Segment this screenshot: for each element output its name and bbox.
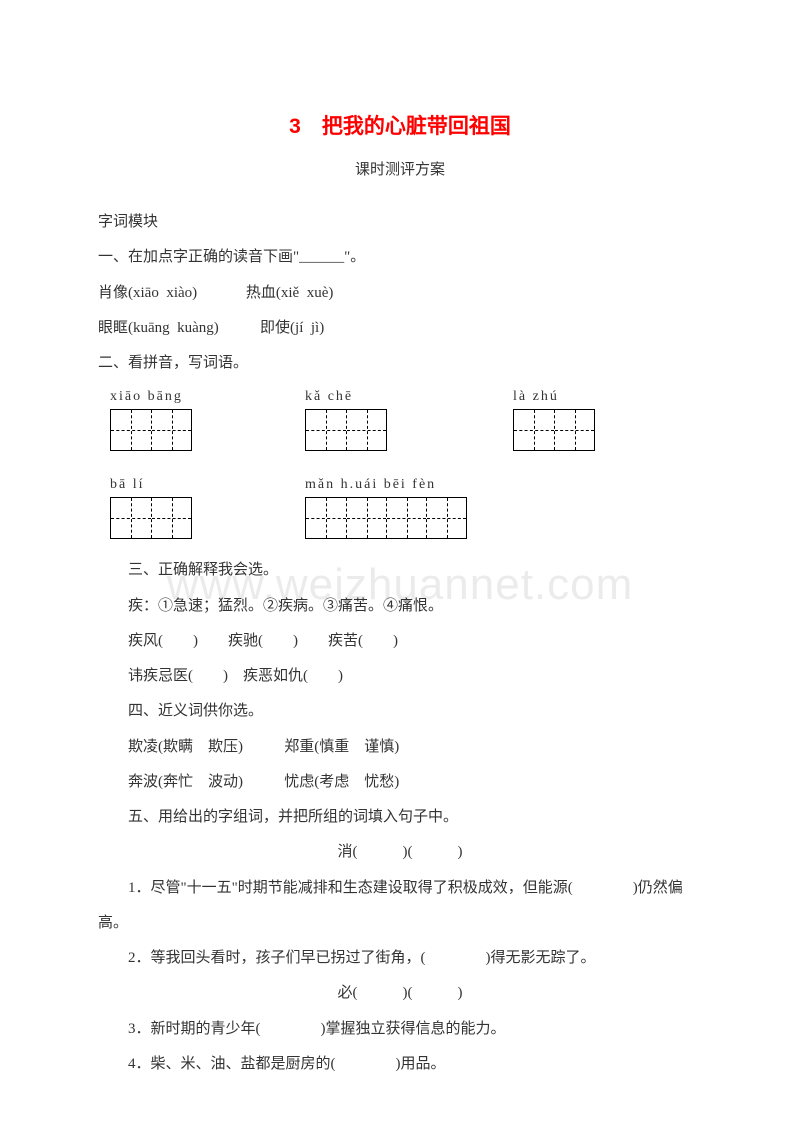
q2-pinyin-2b: mǎn h.uái bēi fèn: [305, 477, 545, 493]
tianzige-box: [513, 409, 595, 451]
tianzige-box: [110, 409, 192, 451]
q3-def: 疾：①急速；猛烈。②疾病。③痛苦。④痛恨。: [98, 589, 702, 624]
q3-prompt: 三、正确解释我会选。: [98, 553, 702, 588]
q5-s2: 2．等我回头看时，孩子们早已拐过了街角，( )得无影无踪了。: [98, 941, 702, 976]
q4-row1: 欺凌(欺瞒 欺压) 郑重(慎重 谨慎): [98, 730, 702, 765]
q1-prompt: 一、在加点字正确的读音下画"______"。: [98, 240, 702, 275]
q4-prompt: 四、近义词供你选。: [98, 694, 702, 729]
tianzige-box: [305, 409, 387, 451]
section-header: 字词模块: [98, 205, 702, 240]
q2-pinyin-1a: xiāo bāng: [110, 389, 305, 405]
q5-prompt: 五、用给出的字组词，并把所组的词填入句子中。: [98, 800, 702, 835]
q5-s1: 1．尽管"十一五"时期节能减排和生态建设取得了积极成效，但能源( )仍然偏高。: [98, 871, 702, 942]
q1-row1: 肖像(xiāo xiào) 热血(xiě xuè): [98, 276, 702, 311]
q4-row2: 奔波(奔忙 波动) 忧虑(考虑 忧愁): [98, 765, 702, 800]
tianzige-box: [305, 497, 467, 539]
q2-pinyin-row1: xiāo bāng kǎ chē là zhú: [98, 389, 702, 405]
q2-pinyin-2a: bā lí: [110, 477, 305, 493]
q5-stub1: 消( )( ): [98, 835, 702, 870]
q2-pinyin-1c: là zhú: [513, 389, 653, 405]
q5-stub2: 必( )( ): [98, 976, 702, 1011]
tianzige-box: [110, 497, 192, 539]
q2-pinyin-1b: kǎ chē: [305, 389, 513, 405]
q3-row2: 讳疾忌医( ) 疾恶如仇( ): [98, 659, 702, 694]
q5-s3: 3．新时期的青少年( )掌握独立获得信息的能力。: [98, 1012, 702, 1047]
q2-prompt: 二、看拼音，写词语。: [98, 346, 702, 381]
q3-row1: 疾风( ) 疾驰( ) 疾苦( ): [98, 624, 702, 659]
q2-box-row1: [98, 409, 702, 455]
q2-box-row2: [98, 497, 702, 543]
q5-s4: 4．柴、米、油、盐都是厨房的( )用品。: [98, 1047, 702, 1082]
subtitle: 课时测评方案: [98, 158, 702, 179]
page-title: 3 把我的心脏带回祖国: [98, 110, 702, 140]
q1-row2: 眼眶(kuāng kuàng) 即使(jí jì): [98, 311, 702, 346]
q2-pinyin-row2: bā lí mǎn h.uái bēi fèn: [98, 477, 702, 493]
